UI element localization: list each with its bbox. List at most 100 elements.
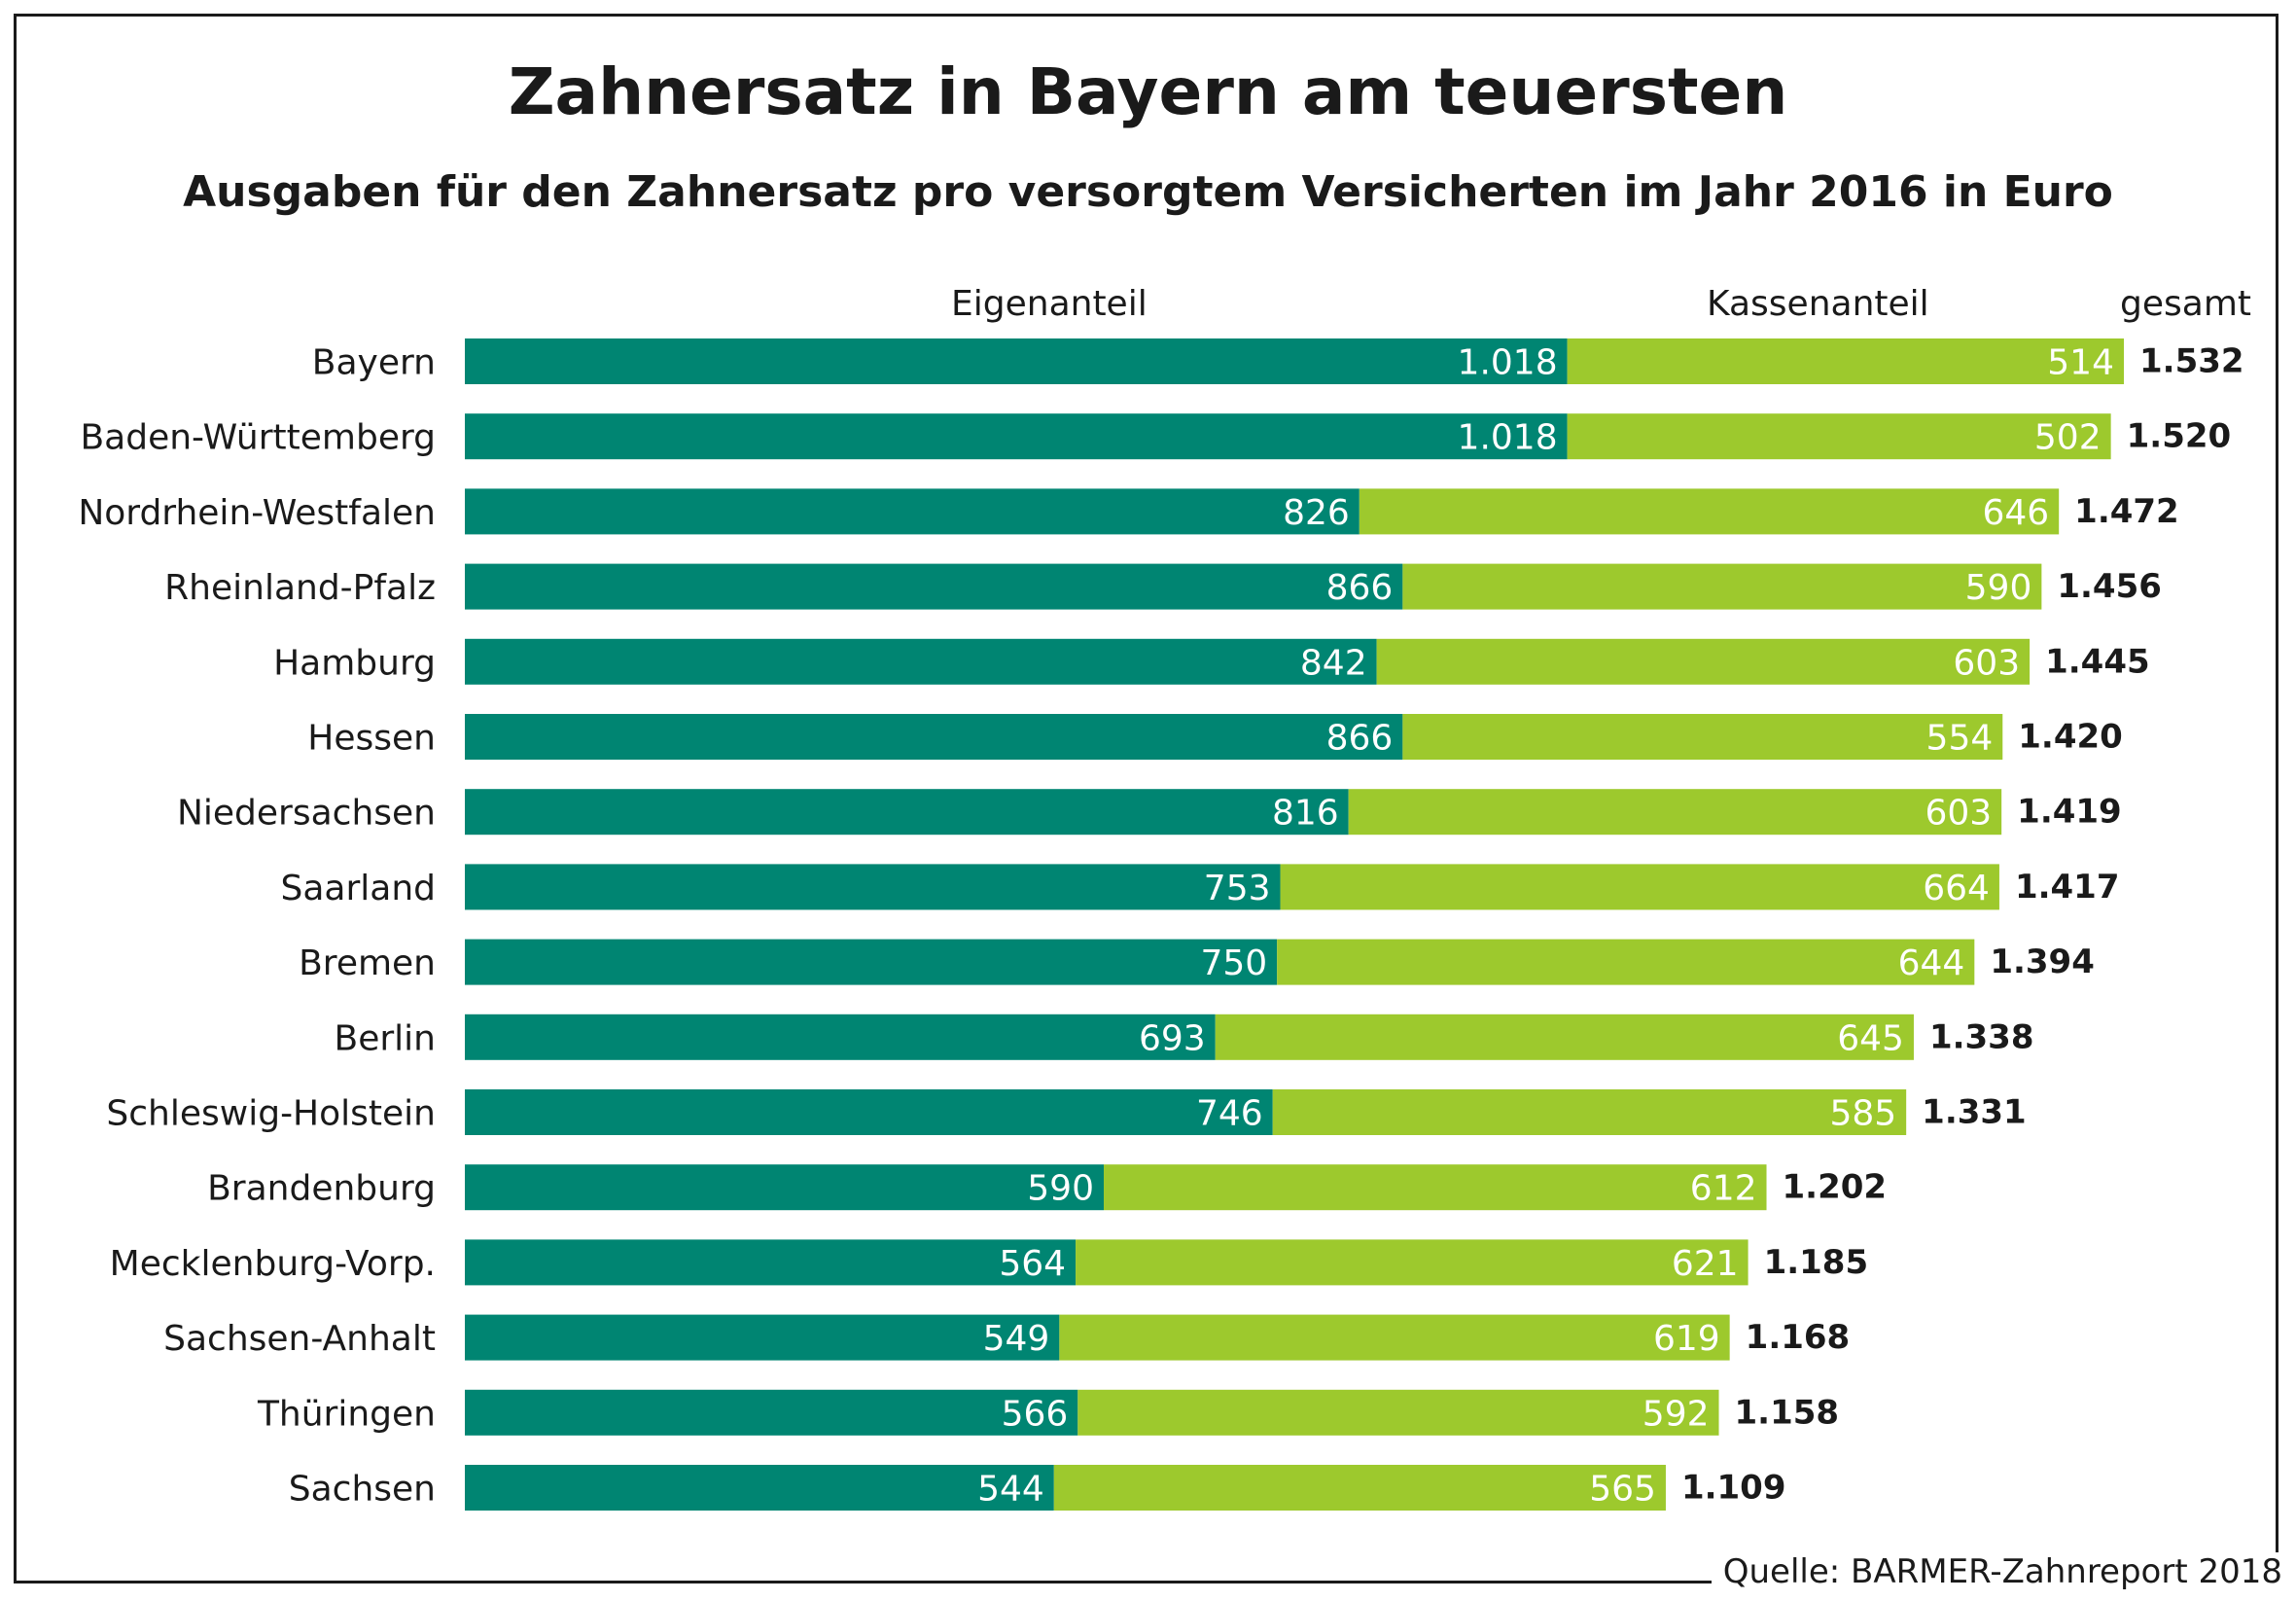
bar-kassenanteil bbox=[1402, 714, 2003, 760]
value-label-eigenanteil: 753 bbox=[1204, 869, 1271, 908]
category-label: Sachsen-Anhalt bbox=[163, 1319, 436, 1359]
value-label-total: 1.202 bbox=[1783, 1168, 1888, 1207]
value-label-total: 1.532 bbox=[2139, 342, 2244, 381]
bar-eigenanteil bbox=[465, 338, 1568, 384]
value-label-kassenanteil: 514 bbox=[2047, 343, 2114, 383]
value-label-eigenanteil: 564 bbox=[999, 1244, 1066, 1284]
category-label: Bremen bbox=[299, 943, 436, 983]
bar-kassenanteil bbox=[1567, 338, 2124, 384]
column-header-total: gesamt bbox=[2120, 284, 2251, 324]
value-label-kassenanteil: 565 bbox=[1589, 1470, 1656, 1510]
value-label-total: 1.158 bbox=[1735, 1393, 1840, 1432]
value-label-kassenanteil: 664 bbox=[1923, 869, 1990, 908]
value-label-eigenanteil: 866 bbox=[1326, 568, 1394, 608]
bar-eigenanteil bbox=[465, 488, 1360, 535]
value-label-kassenanteil: 585 bbox=[1829, 1094, 1896, 1134]
value-label-eigenanteil: 544 bbox=[977, 1470, 1044, 1510]
bar-kassenanteil bbox=[1376, 638, 2031, 685]
value-label-eigenanteil: 549 bbox=[983, 1319, 1050, 1359]
bar-eigenanteil bbox=[465, 1389, 1078, 1436]
bar-kassenanteil bbox=[1567, 413, 2111, 460]
value-label-eigenanteil: 1.018 bbox=[1458, 418, 1558, 458]
value-label-total: 1.472 bbox=[2074, 492, 2179, 531]
value-label-total: 1.185 bbox=[1764, 1243, 1869, 1282]
value-label-eigenanteil: 590 bbox=[1027, 1169, 1094, 1209]
bar-kassenanteil bbox=[1272, 1089, 1907, 1135]
value-label-eigenanteil: 1.018 bbox=[1458, 343, 1558, 383]
value-label-kassenanteil: 644 bbox=[1898, 943, 1965, 983]
value-label-total: 1.338 bbox=[1929, 1017, 2034, 1056]
category-label: Hessen bbox=[307, 719, 436, 759]
bar-kassenanteil bbox=[1280, 864, 1999, 910]
chart-frame bbox=[14, 14, 2278, 1583]
value-label-kassenanteil: 612 bbox=[1690, 1169, 1757, 1209]
bar-kassenanteil bbox=[1104, 1164, 1767, 1211]
category-label: Berlin bbox=[335, 1018, 436, 1058]
value-label-total: 1.331 bbox=[1922, 1093, 2027, 1132]
category-label: Saarland bbox=[280, 869, 436, 908]
value-label-kassenanteil: 592 bbox=[1643, 1394, 1710, 1434]
value-label-eigenanteil: 750 bbox=[1200, 943, 1267, 983]
category-label: Thüringen bbox=[257, 1394, 436, 1434]
value-label-eigenanteil: 693 bbox=[1139, 1018, 1206, 1058]
category-label: Brandenburg bbox=[207, 1169, 436, 1209]
bar-kassenanteil bbox=[1076, 1239, 1748, 1286]
value-label-kassenanteil: 603 bbox=[1953, 643, 2020, 683]
value-label-kassenanteil: 645 bbox=[1837, 1018, 1904, 1058]
category-label: Schleswig-Holstein bbox=[106, 1094, 436, 1134]
value-label-eigenanteil: 746 bbox=[1196, 1094, 1263, 1134]
value-label-eigenanteil: 826 bbox=[1283, 493, 1350, 533]
column-header-own: Eigenanteil bbox=[951, 284, 1148, 324]
category-label: Sachsen bbox=[289, 1470, 436, 1510]
value-label-total: 1.394 bbox=[1990, 943, 2095, 981]
bar-eigenanteil bbox=[465, 1089, 1273, 1135]
bar-eigenanteil bbox=[465, 413, 1568, 460]
source-note: Quelle: BARMER-Zahnreport 2018 bbox=[1713, 1552, 2282, 1591]
value-label-eigenanteil: 842 bbox=[1300, 643, 1367, 683]
bar-kassenanteil bbox=[1359, 488, 2060, 535]
value-label-kassenanteil: 603 bbox=[1925, 794, 1992, 834]
bar-kassenanteil bbox=[1053, 1465, 1666, 1511]
bar-kassenanteil bbox=[1215, 1014, 1914, 1060]
bar-kassenanteil bbox=[1059, 1314, 1730, 1361]
value-label-kassenanteil: 590 bbox=[1965, 568, 2032, 608]
value-label-kassenanteil: 619 bbox=[1653, 1319, 1720, 1359]
bar-eigenanteil bbox=[465, 1164, 1105, 1211]
value-label-kassenanteil: 502 bbox=[2034, 418, 2102, 458]
bar-eigenanteil bbox=[465, 1314, 1060, 1361]
value-label-kassenanteil: 646 bbox=[1982, 493, 2049, 533]
chart-subtitle: Ausgaben für den Zahnersatz pro versorgt… bbox=[183, 167, 2113, 217]
bar-eigenanteil bbox=[465, 864, 1281, 910]
value-label-total: 1.417 bbox=[2015, 868, 2120, 907]
bar-eigenanteil bbox=[465, 563, 1403, 610]
value-label-total: 1.168 bbox=[1746, 1318, 1851, 1357]
bar-kassenanteil bbox=[1277, 939, 1975, 985]
bar-eigenanteil bbox=[465, 1014, 1216, 1060]
category-label: Rheinland-Pfalz bbox=[164, 568, 436, 608]
value-label-total: 1.109 bbox=[1681, 1469, 1786, 1508]
category-label: Nordrhein-Westfalen bbox=[78, 493, 436, 533]
value-label-total: 1.420 bbox=[2018, 718, 2123, 757]
value-label-kassenanteil: 554 bbox=[1926, 719, 1994, 759]
value-label-eigenanteil: 816 bbox=[1272, 794, 1339, 834]
value-label-total: 1.419 bbox=[2017, 793, 2122, 832]
bar-kassenanteil bbox=[1348, 789, 2002, 836]
column-header-insurance: Kassenanteil bbox=[1707, 284, 1929, 324]
chart-title: Zahnersatz in Bayern am teuersten bbox=[508, 54, 1788, 129]
value-label-kassenanteil: 621 bbox=[1672, 1244, 1739, 1284]
category-label: Hamburg bbox=[273, 643, 436, 683]
category-label: Baden-Württemberg bbox=[80, 418, 436, 458]
value-label-eigenanteil: 566 bbox=[1002, 1394, 1069, 1434]
value-label-eigenanteil: 866 bbox=[1326, 719, 1394, 759]
bar-eigenanteil bbox=[465, 1239, 1077, 1286]
category-label: Niedersachsen bbox=[177, 794, 436, 834]
bar-eigenanteil bbox=[465, 1465, 1054, 1511]
bar-eigenanteil bbox=[465, 789, 1349, 836]
bar-kassenanteil bbox=[1402, 563, 2042, 610]
category-label: Mecklenburg-Vorp. bbox=[110, 1244, 436, 1284]
bar-eigenanteil bbox=[465, 638, 1377, 685]
category-label: Bayern bbox=[312, 343, 436, 383]
bar-eigenanteil bbox=[465, 714, 1403, 760]
bar-eigenanteil bbox=[465, 939, 1278, 985]
